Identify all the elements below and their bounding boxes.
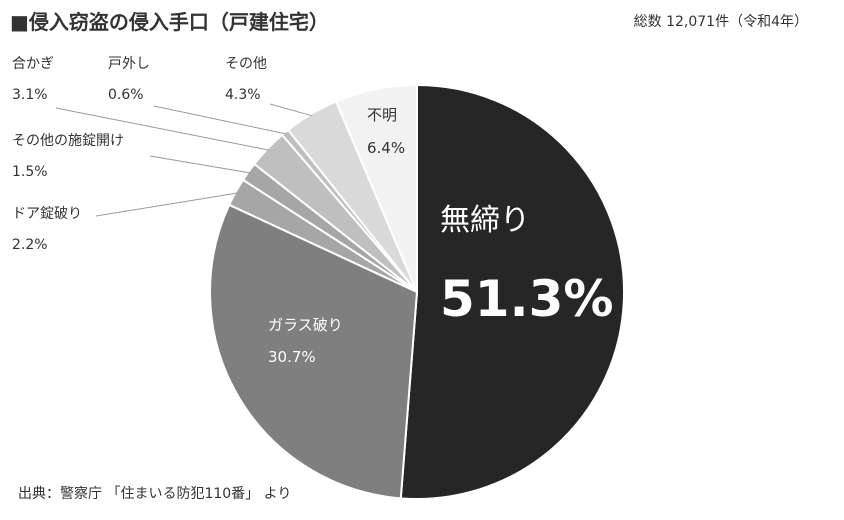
slice-6-value-label: 4.3% xyxy=(225,87,261,103)
slice-4-name-label: 合かぎ xyxy=(12,56,54,72)
slice-labels: 無締り 51.3% ガラス破り 30.7% ドア錠破り 2.2% その他の施錠開け 1.5% 合… xyxy=(12,56,613,366)
chart-title: ■侵入窃盗の侵入手口（戸建住宅） xyxy=(10,10,329,34)
slice-1 xyxy=(209,203,419,500)
slice-0-value-label: 51.3% xyxy=(440,270,613,328)
slice-3-value-label: 1.5% xyxy=(12,164,48,180)
slice-2-name-label: ドア錠破り xyxy=(12,206,82,222)
slice-2-leader-line xyxy=(95,192,238,217)
slice-4-value-label: 3.1% xyxy=(12,87,48,103)
slice-5-value-label: 0.6% xyxy=(108,87,144,103)
source-note: 出典：警察庁 「住まいる防犯110番」 より xyxy=(18,486,292,502)
slice-7-value-label: 6.4% xyxy=(367,139,405,157)
slice-5-leader-line xyxy=(153,105,287,135)
slice-6-name-label: その他 xyxy=(225,56,267,72)
slice-3-leader-line xyxy=(149,155,251,174)
slice-0 xyxy=(399,83,626,500)
slice-1-name-label: ガラス破り xyxy=(268,316,343,334)
slice-2-value-label: 2.2% xyxy=(12,237,48,253)
slice-7 xyxy=(334,83,418,293)
pie-slices xyxy=(209,83,626,500)
slice-5-name-label: 戸外し xyxy=(108,56,150,72)
slice-0-name-label: 無締り xyxy=(440,203,530,238)
slice-7-name-label: 不明 xyxy=(367,106,397,124)
total-count-note: 総数 12,071件（令和4年） xyxy=(633,14,808,30)
slice-1-value-label: 30.7% xyxy=(268,348,316,366)
leader-lines xyxy=(55,103,313,217)
slice-6-leader-line xyxy=(269,103,313,117)
slice-3-name-label: その他の施錠開け xyxy=(12,133,124,149)
slice-4-leader-line xyxy=(55,107,270,151)
